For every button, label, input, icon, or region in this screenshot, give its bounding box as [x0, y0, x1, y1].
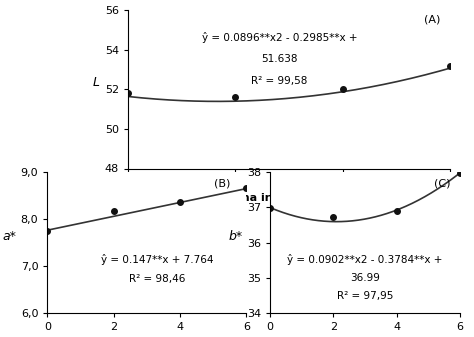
Text: R² = 99,58: R² = 99,58 — [251, 76, 308, 86]
Text: (B): (B) — [214, 179, 230, 189]
Y-axis label: b*: b* — [229, 229, 243, 243]
Text: ŷ = 0.0896**x2 - 0.2985**x +: ŷ = 0.0896**x2 - 0.2985**x + — [202, 32, 357, 42]
Text: 51.638: 51.638 — [261, 54, 298, 64]
Text: R² = 98,46: R² = 98,46 — [129, 274, 185, 284]
Text: R² = 97,95: R² = 97,95 — [337, 292, 393, 301]
Text: 36.99: 36.99 — [350, 273, 380, 283]
Text: ŷ = 0.147**x + 7.764: ŷ = 0.147**x + 7.764 — [100, 254, 213, 265]
Text: (A): (A) — [424, 15, 441, 25]
X-axis label: Gamma irradiation  (kGy): Gamma irradiation (kGy) — [210, 193, 368, 203]
Y-axis label: a*: a* — [3, 229, 17, 243]
Text: ŷ = 0.0902**x2 - 0.3784**x +: ŷ = 0.0902**x2 - 0.3784**x + — [287, 254, 443, 265]
Y-axis label: L: L — [93, 76, 100, 89]
Text: (C): (C) — [434, 179, 450, 189]
